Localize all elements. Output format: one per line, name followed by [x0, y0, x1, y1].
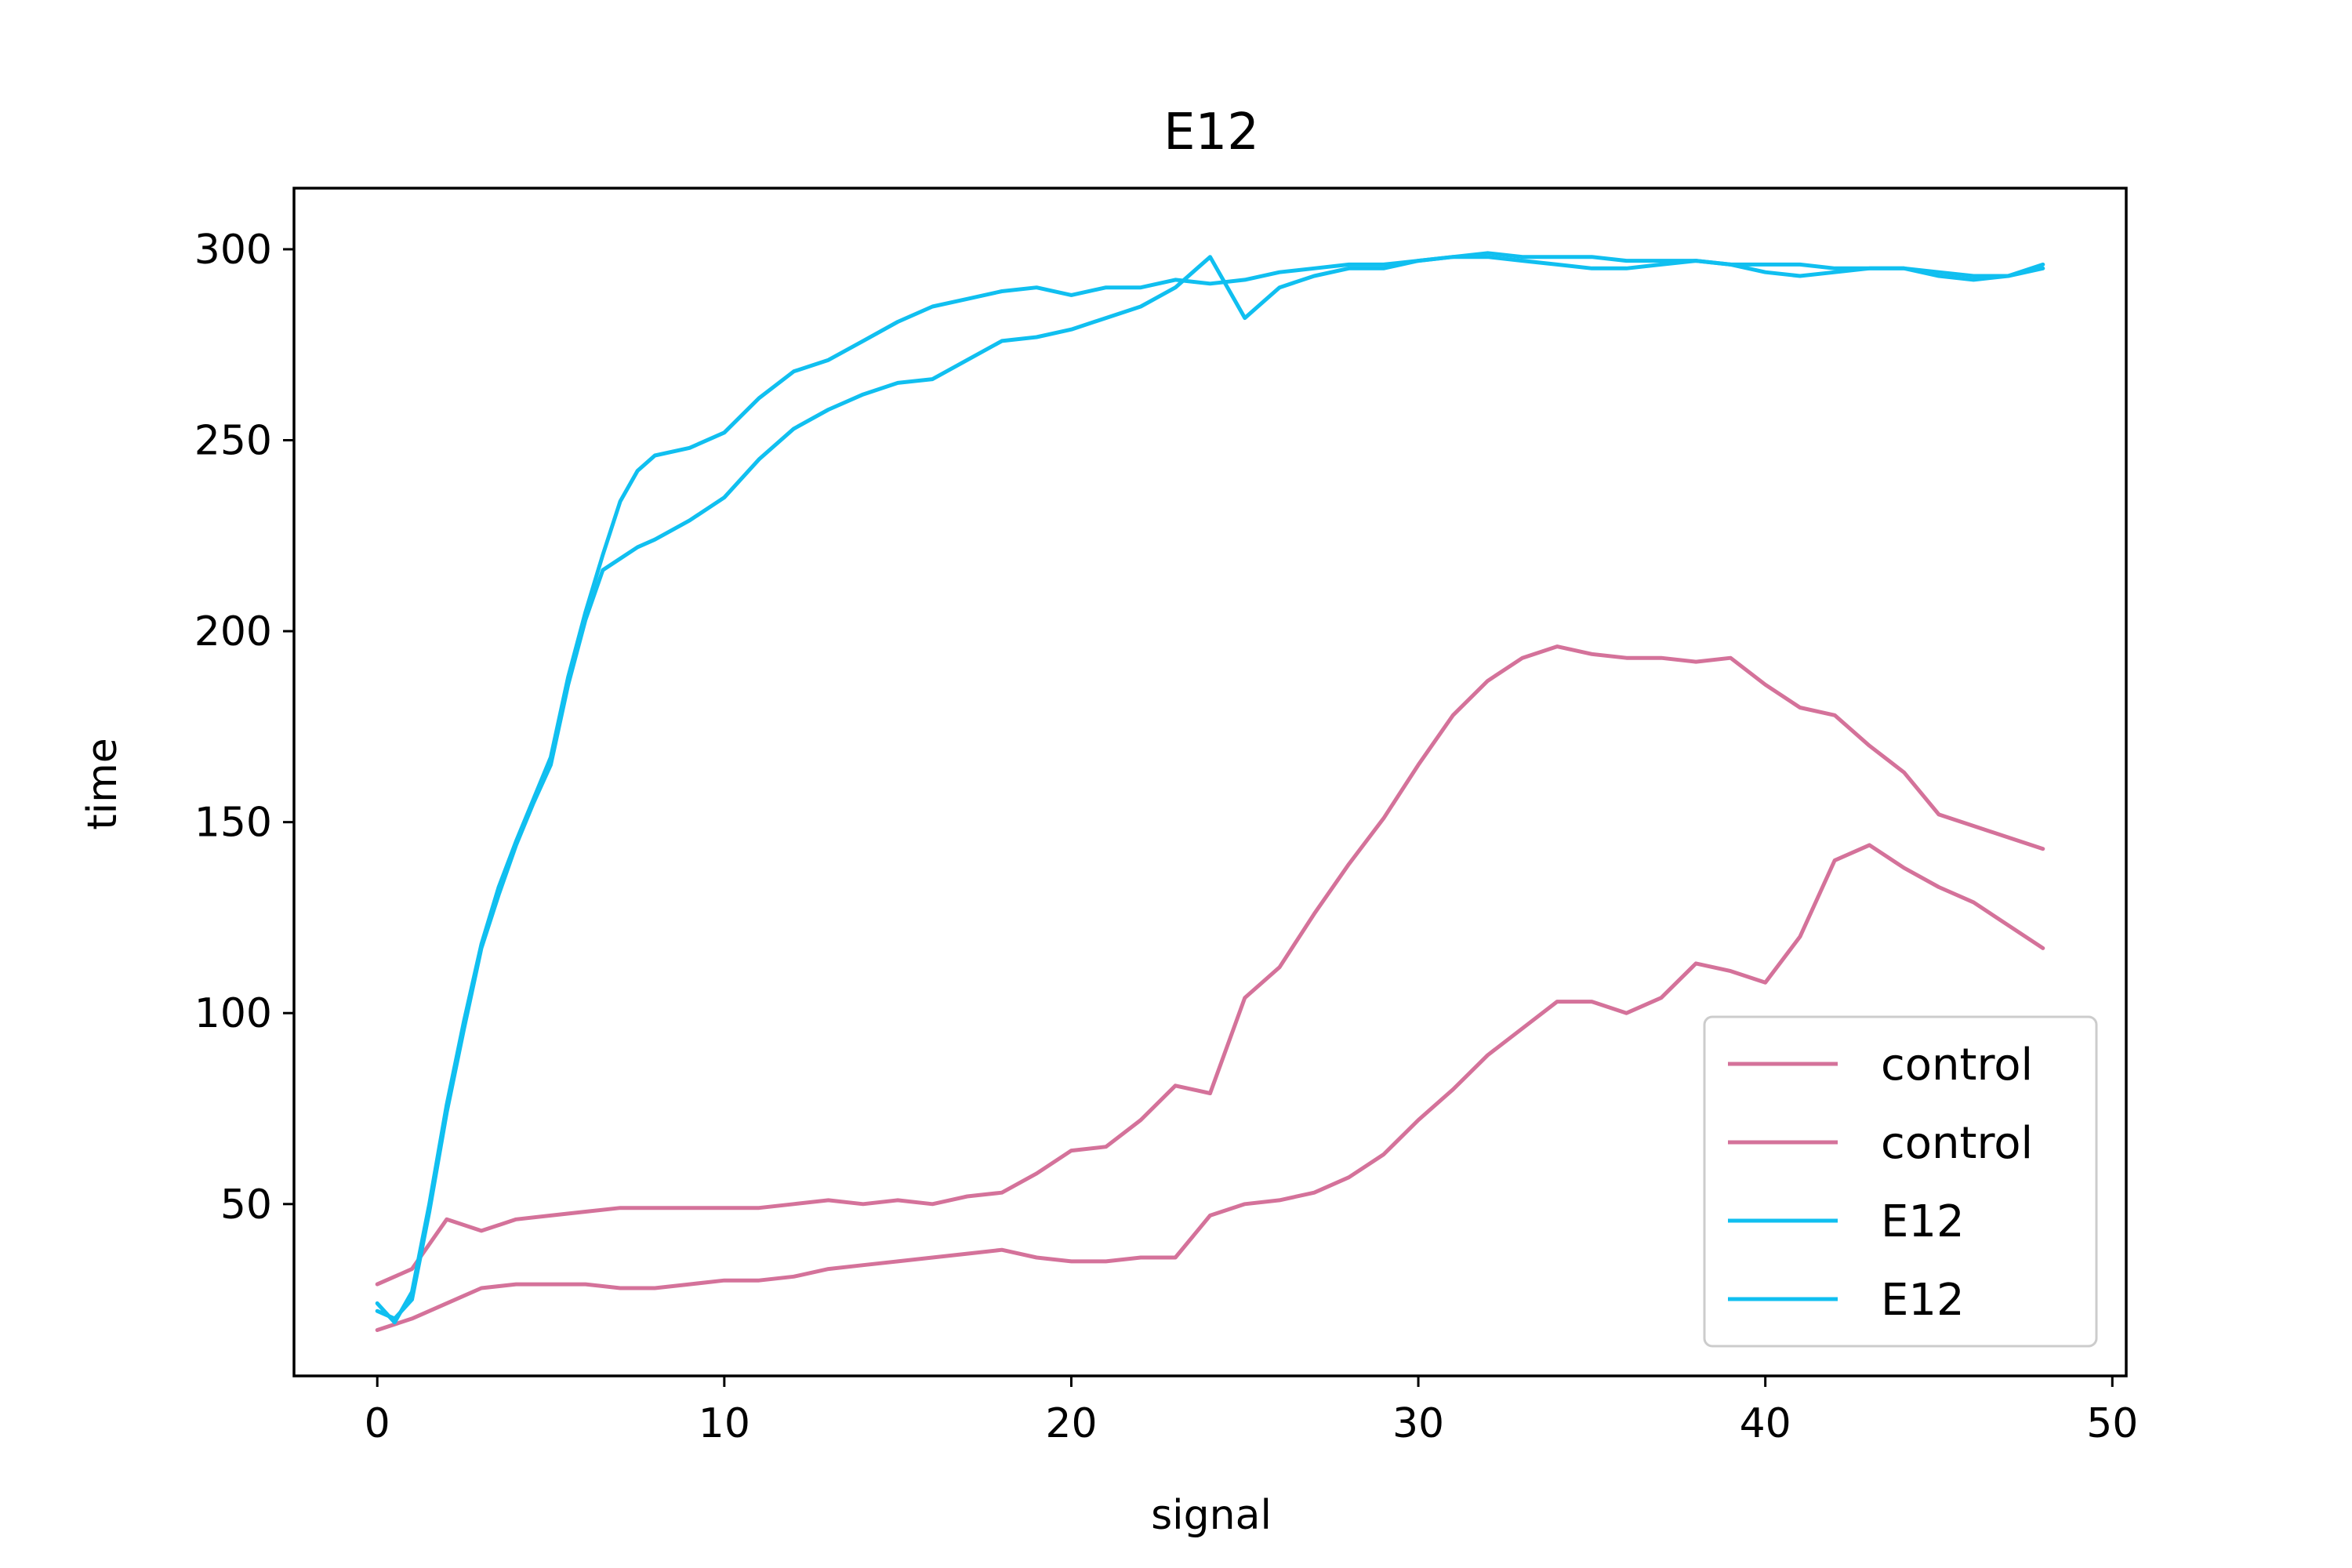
legend-label: E12 — [1881, 1275, 1965, 1326]
series-line-e12-4 — [375, 255, 2045, 1321]
series-line-control-2 — [375, 843, 2045, 1332]
y-axis-label: time — [79, 738, 126, 829]
legend: control control E12 E12 — [1703, 1015, 2098, 1348]
plot-frame — [292, 187, 2128, 1377]
chart-title: E12 — [1163, 103, 1259, 162]
x-axis: 0 10 20 30 40 50 — [365, 1376, 2138, 1447]
legend-label: control — [1881, 1040, 2033, 1091]
y-tick-label: 250 — [194, 418, 272, 465]
legend-label: E12 — [1881, 1196, 1965, 1247]
x-tick-label: 0 — [365, 1400, 390, 1447]
y-tick-label: 300 — [194, 227, 272, 274]
x-tick-label: 20 — [1045, 1400, 1097, 1447]
x-tick-label: 40 — [1740, 1400, 1791, 1447]
series-layer — [375, 251, 2045, 1332]
x-tick-label: 50 — [2086, 1400, 2138, 1447]
series-line-control-1 — [375, 644, 2045, 1287]
legend-box — [1703, 1015, 2098, 1348]
y-tick-label: 50 — [220, 1181, 272, 1229]
legend-label: control — [1881, 1118, 2033, 1169]
y-tick-label: 200 — [194, 608, 272, 655]
x-tick-label: 30 — [1392, 1400, 1444, 1447]
y-axis: 50 100 150 200 250 300 — [194, 227, 294, 1229]
x-axis-label: signal — [1151, 1492, 1272, 1539]
x-tick-label: 10 — [699, 1400, 750, 1447]
y-tick-label: 100 — [194, 990, 272, 1037]
y-tick-label: 150 — [194, 800, 272, 847]
